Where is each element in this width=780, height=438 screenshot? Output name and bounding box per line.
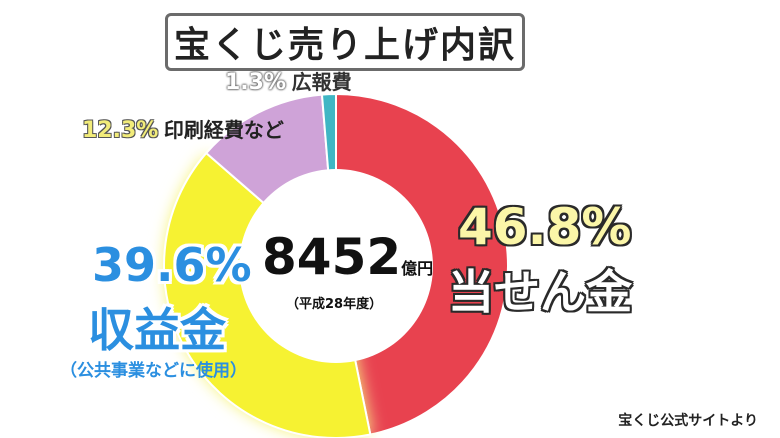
name-tousen: 当せん金 xyxy=(448,265,632,319)
pct-kouhou: 1.3% xyxy=(225,70,287,95)
total-value: 8452 xyxy=(262,228,402,286)
name-shueki: 収益金 xyxy=(88,303,226,357)
name-insatsu: 印刷経費など xyxy=(163,118,284,142)
center-hole xyxy=(239,169,433,363)
source-note: 宝くじ公式サイトより xyxy=(618,413,758,429)
total-note: （平成28年度） xyxy=(286,297,383,312)
pct-insatsu: 12.3% xyxy=(82,118,159,143)
label-insatsu: 12.3% 印刷経費など xyxy=(82,114,284,143)
chart-title: 宝くじ売り上げ内訳 xyxy=(165,13,525,71)
total-unit: 億円 xyxy=(401,259,434,278)
sub-shueki: （公共事業などに使用） xyxy=(60,361,247,381)
pct-shueki: 39.6% xyxy=(92,238,252,292)
name-kouhou: 広報費 xyxy=(291,70,352,94)
pct-tousen: 46.8% xyxy=(458,198,632,256)
center-total: 8452億円 xyxy=(262,228,433,286)
label-kouhou: 1.3% 広報費 xyxy=(225,66,352,95)
